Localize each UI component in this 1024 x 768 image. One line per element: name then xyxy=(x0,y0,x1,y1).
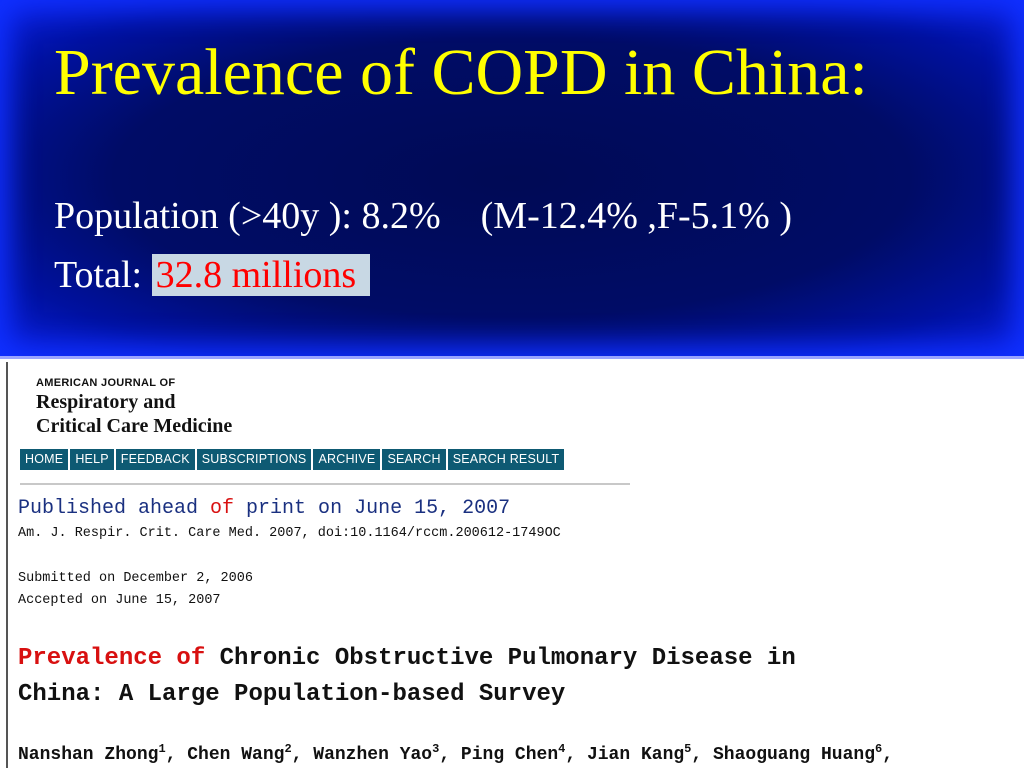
journal-logo-line2: Critical Care Medicine xyxy=(36,415,233,437)
nav-search-button[interactable]: SEARCH xyxy=(382,449,446,470)
nav-subscriptions-button[interactable]: SUBSCRIPTIONS xyxy=(196,449,312,470)
slide-divider xyxy=(0,356,1024,359)
author-list: Nanshan Zhong1, Chen Wang2, Wanzhen Yao3… xyxy=(18,742,894,765)
nav-search-result-button[interactable]: SEARCH RESULT xyxy=(447,449,565,470)
population-breakdown: (M-12.4% ,F-5.1% ) xyxy=(480,195,792,237)
nav-feedback-button[interactable]: FEEDBACK xyxy=(115,449,195,470)
published-heading: Published ahead of print on June 15, 200… xyxy=(18,497,511,520)
journal-screenshot: AMERICAN JOURNAL OF Respiratory and Crit… xyxy=(6,362,1020,768)
population-label: Population (>40y ): 8.2% xyxy=(54,195,441,237)
nav-archive-button[interactable]: ARCHIVE xyxy=(313,449,381,470)
population-line: Population (>40y ): 8.2% (M-12.4% ,F-5.1%… xyxy=(54,193,792,239)
author-name[interactable]: Wanzhen Yao xyxy=(313,745,433,765)
slide-title: Prevalence of COPD in China: xyxy=(54,36,868,109)
accepted-date: Accepted on June 15, 2007 xyxy=(18,593,221,608)
total-value-highlight: 32.8 millions xyxy=(151,254,371,296)
article-title: Prevalence of Chronic Obstructive Pulmon… xyxy=(18,645,796,708)
author-name[interactable]: Chen Wang xyxy=(187,745,285,765)
citation-reference: Am. J. Respir. Crit. Care Med. 2007, doi… xyxy=(18,526,561,541)
journal-logo-small: AMERICAN JOURNAL OF xyxy=(36,377,176,389)
submitted-date: Submitted on December 2, 2006 xyxy=(18,571,253,586)
nav-divider xyxy=(20,483,630,485)
slide-panel: Prevalence of COPD in China: Population … xyxy=(0,0,1024,356)
journal-logo-line1: Respiratory and xyxy=(36,391,176,413)
journal-logo[interactable]: AMERICAN JOURNAL OF Respiratory and Crit… xyxy=(36,376,232,438)
nav-help-button[interactable]: HELP xyxy=(70,449,114,470)
author-name[interactable]: Jian Kang xyxy=(586,745,685,765)
author-name[interactable]: Nanshan Zhong xyxy=(18,745,159,765)
journal-navbar: HOME HELP FEEDBACK SUBSCRIPTIONS ARCHIVE… xyxy=(20,449,565,470)
total-line: Total: 32.8 millions xyxy=(54,252,371,298)
total-label: Total: xyxy=(54,254,152,296)
nav-home-button[interactable]: HOME xyxy=(20,449,69,470)
author-name[interactable]: Ping Chen xyxy=(460,745,559,765)
author-name[interactable]: Shaoguang Huang xyxy=(712,745,876,765)
